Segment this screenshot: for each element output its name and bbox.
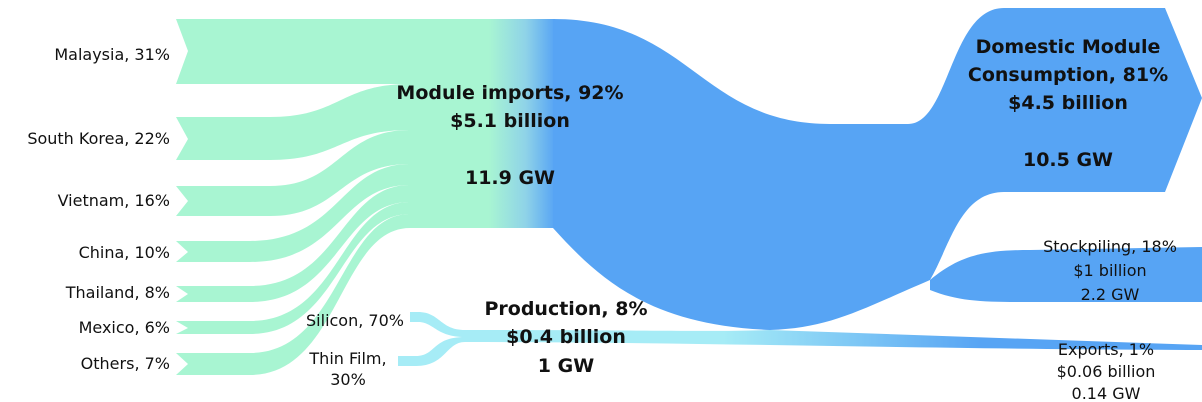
- domestic-title-line1: Domestic Module: [976, 36, 1161, 58]
- flow-china: [176, 164, 410, 262]
- label-thin-film-line2: 30%: [330, 370, 366, 389]
- module-imports-flow: [408, 19, 555, 228]
- flow-south-korea: [176, 84, 410, 160]
- flow-malaysia: [176, 19, 410, 84]
- flow-thailand: [176, 185, 410, 302]
- exports-capacity: 0.14 GW: [1072, 384, 1141, 402]
- label-china: China, 10%: [79, 243, 170, 262]
- stockpiling-capacity: 2.2 GW: [1081, 285, 1140, 304]
- label-thin-film-line1: Thin Film,: [308, 349, 386, 368]
- flow-silicon: [410, 312, 465, 337]
- production-value: $0.4 billion: [506, 326, 626, 348]
- label-south-korea: South Korea, 22%: [27, 129, 170, 148]
- domestic-value: $4.5 billion: [1008, 92, 1128, 114]
- production-title: Production, 8%: [484, 298, 647, 320]
- domestic-capacity: 10.5 GW: [1023, 149, 1113, 171]
- flow-others: [176, 214, 410, 375]
- exports-title: Exports, 1%: [1058, 340, 1154, 359]
- exports-value: $0.06 billion: [1057, 362, 1156, 381]
- production-flow: [465, 330, 1202, 350]
- stockpiling-title: Stockpiling, 18%: [1043, 237, 1177, 256]
- label-thailand: Thailand, 8%: [65, 283, 170, 302]
- module-imports-capacity: 11.9 GW: [465, 167, 555, 189]
- stockpiling-value: $1 billion: [1073, 261, 1146, 280]
- flow-vietnam: [176, 130, 410, 216]
- label-malaysia: Malaysia, 31%: [54, 45, 170, 64]
- main-flow: [553, 8, 1202, 330]
- label-mexico: Mexico, 6%: [79, 318, 170, 337]
- module-imports-value: $5.1 billion: [450, 110, 570, 132]
- stockpiling-flow: [930, 247, 1202, 302]
- flow-mexico: [176, 202, 410, 334]
- module-imports-title: Module imports, 92%: [396, 82, 623, 104]
- production-capacity: 1 GW: [538, 355, 594, 377]
- domestic-title-line2: Consumption, 81%: [968, 64, 1168, 86]
- label-silicon: Silicon, 70%: [306, 311, 404, 330]
- label-others: Others, 7%: [81, 354, 170, 373]
- flow-thin-film: [398, 337, 465, 366]
- label-vietnam: Vietnam, 16%: [58, 191, 170, 210]
